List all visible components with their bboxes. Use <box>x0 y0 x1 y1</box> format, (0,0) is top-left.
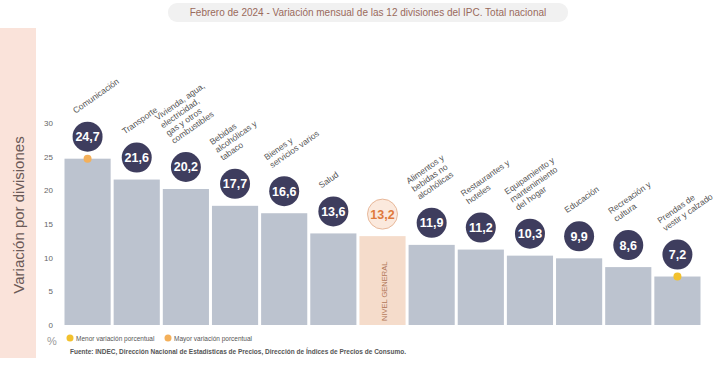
category-label: Educación <box>563 184 601 215</box>
highlight-dot <box>84 155 92 163</box>
value-badge <box>73 122 103 152</box>
y-tick-label: 30 <box>44 119 53 128</box>
data-label: 16,6 <box>272 185 296 199</box>
data-label: 11,9 <box>420 216 444 230</box>
y-title: Variación por divisiones <box>10 136 27 293</box>
value-badge <box>269 176 299 206</box>
value-badge <box>122 143 152 173</box>
category-label: Bienes yservicios varios <box>262 121 321 170</box>
bar <box>507 256 553 325</box>
category-line: cultura <box>612 201 639 224</box>
source: Fuente: INDEC, Dirección Nacional de Est… <box>70 347 406 356</box>
bar <box>458 250 504 325</box>
value-badge <box>220 169 250 199</box>
y-tick-label: 15 <box>44 220 53 229</box>
y-tick-label: 10 <box>44 254 53 263</box>
title-box <box>168 3 568 22</box>
category-label: Salud <box>317 169 341 190</box>
bar <box>409 245 455 325</box>
labels: 24,7Comunicación21,6Transporte20,2Vivien… <box>71 76 715 321</box>
legend-dot <box>165 335 172 342</box>
category-label: Equipamiento ymantenimientodel hogar <box>502 154 567 212</box>
bar <box>163 189 209 325</box>
bar <box>605 267 651 325</box>
bar <box>310 233 356 325</box>
chart: Variación por divisiones% Febrero de 2024… <box>0 0 724 367</box>
category-line: alcohólicas <box>415 169 455 201</box>
value-badge <box>662 240 692 270</box>
data-label: 7,2 <box>669 248 686 262</box>
value-badge <box>318 196 348 226</box>
legend-dot <box>67 335 74 342</box>
category-line: Transporte <box>120 104 159 136</box>
category-line: Comunicación <box>71 76 121 115</box>
category-line: Salud <box>317 169 341 190</box>
data-label: 13,6 <box>321 205 345 219</box>
value-badge <box>613 230 643 260</box>
legend-label: Menor variación porcentual <box>76 335 155 343</box>
data-label: 20,2 <box>174 160 198 174</box>
category-line: del hogar <box>513 184 548 213</box>
bar <box>212 206 258 325</box>
category-label: Transporte <box>120 104 159 136</box>
bars <box>65 159 701 325</box>
data-label: 21,6 <box>125 151 149 165</box>
y-tick-label: 0 <box>49 321 54 330</box>
y-tick-label: 20 <box>44 186 53 195</box>
data-label: 8,6 <box>620 239 637 253</box>
value-badge <box>564 221 594 251</box>
category-label: NIVEL GENERAL <box>380 262 389 321</box>
legend-label: Mayor variación porcentual <box>174 335 253 343</box>
value-badge <box>515 219 545 249</box>
data-label: 11,2 <box>469 221 493 235</box>
value-badge <box>466 213 496 243</box>
value-badge <box>368 199 398 229</box>
category-label: Recreación ycultura <box>606 179 658 224</box>
y-tick-label: 5 <box>49 287 54 296</box>
category-label: Bebidasalcohólicas ytabaco <box>208 110 265 162</box>
bar <box>261 213 307 325</box>
category-label: Prendas devestir y calzado <box>655 183 714 233</box>
category-line: servicios varios <box>268 128 321 170</box>
value-badge <box>417 208 447 238</box>
bar <box>114 180 160 325</box>
highlight-dot <box>673 273 681 281</box>
bar <box>359 236 405 325</box>
category-line: tabaco <box>218 139 245 162</box>
title: Febrero de 2024 - Variación mensual de l… <box>190 7 547 18</box>
category-line: vestir y calzado <box>661 191 715 233</box>
category-label: Alimentos ybebidas noalcohólicas <box>404 152 457 201</box>
data-label: 9,9 <box>570 230 587 244</box>
category-line: Educación <box>563 184 601 215</box>
value-badge <box>171 152 201 182</box>
y-tick-label: 25 <box>44 153 53 162</box>
category-label: Comunicación <box>71 76 121 115</box>
data-label: 17,7 <box>223 177 247 191</box>
y-band <box>0 28 36 358</box>
data-label: 13,2 <box>370 208 394 222</box>
data-label: 24,7 <box>75 130 99 144</box>
bar <box>654 277 700 325</box>
y-unit: % <box>47 335 57 347</box>
bar <box>65 159 111 325</box>
data-label: 10,3 <box>518 227 542 241</box>
category-line: hoteles <box>464 182 492 206</box>
bar <box>556 258 602 325</box>
